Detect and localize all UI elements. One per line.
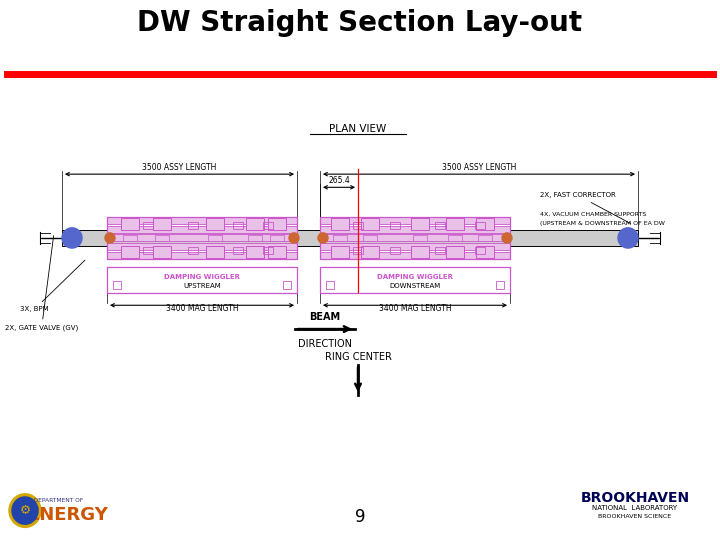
Bar bbox=[363, 235, 377, 241]
Bar bbox=[361, 218, 379, 230]
Text: DW Straight Section Lay-out: DW Straight Section Lay-out bbox=[138, 10, 582, 37]
Text: U.S. DEPARTMENT OF: U.S. DEPARTMENT OF bbox=[20, 497, 84, 503]
Text: BEAM: BEAM bbox=[310, 312, 341, 322]
Bar bbox=[326, 281, 334, 289]
Text: RING CENTER: RING CENTER bbox=[325, 353, 392, 362]
Bar bbox=[353, 222, 363, 229]
Text: 3500 ASSY LENGTH: 3500 ASSY LENGTH bbox=[143, 163, 217, 172]
Bar bbox=[320, 217, 510, 224]
Text: BROOKHAVEN: BROOKHAVEN bbox=[580, 491, 690, 505]
Bar bbox=[390, 222, 400, 229]
Bar bbox=[283, 281, 291, 289]
Bar bbox=[153, 218, 171, 230]
Bar bbox=[435, 222, 445, 229]
Text: 9: 9 bbox=[355, 508, 365, 526]
Bar bbox=[107, 217, 297, 224]
Bar bbox=[320, 252, 510, 259]
Bar bbox=[446, 246, 464, 258]
Bar bbox=[208, 235, 222, 241]
Text: BROOKHAVEN SCIENCE: BROOKHAVEN SCIENCE bbox=[598, 515, 672, 519]
Bar bbox=[475, 222, 485, 229]
Bar bbox=[143, 222, 153, 229]
Bar bbox=[246, 218, 264, 230]
Bar bbox=[268, 246, 286, 258]
Bar bbox=[206, 246, 224, 258]
Circle shape bbox=[318, 233, 328, 243]
Bar bbox=[320, 217, 510, 259]
Bar bbox=[107, 243, 297, 250]
Bar bbox=[478, 235, 492, 241]
Text: DAMPING WIGGLER: DAMPING WIGGLER bbox=[377, 274, 453, 280]
Text: (UPSTREAM & DOWNSTREAM OF EA DW: (UPSTREAM & DOWNSTREAM OF EA DW bbox=[540, 221, 665, 226]
Bar bbox=[270, 235, 284, 241]
Bar bbox=[496, 281, 504, 289]
Bar bbox=[333, 235, 347, 241]
Bar bbox=[320, 243, 510, 250]
Text: 2X, GATE VALVE (GV): 2X, GATE VALVE (GV) bbox=[5, 235, 78, 331]
Bar bbox=[62, 230, 638, 246]
Bar bbox=[263, 247, 273, 254]
Bar bbox=[413, 235, 427, 241]
Text: ENERGY: ENERGY bbox=[27, 506, 109, 524]
Bar bbox=[268, 218, 286, 230]
Bar bbox=[446, 218, 464, 230]
Bar bbox=[123, 235, 137, 241]
Bar bbox=[361, 246, 379, 258]
Text: ⚙: ⚙ bbox=[19, 504, 31, 517]
Circle shape bbox=[502, 233, 512, 243]
Bar bbox=[353, 247, 363, 254]
Bar bbox=[107, 252, 297, 259]
Circle shape bbox=[12, 497, 38, 524]
Bar bbox=[188, 247, 198, 254]
Text: 3400 MAG LENGTH: 3400 MAG LENGTH bbox=[379, 305, 451, 313]
Text: UPSTREAM: UPSTREAM bbox=[183, 283, 221, 289]
Text: 3X, BPM: 3X, BPM bbox=[20, 260, 85, 312]
Bar bbox=[121, 218, 139, 230]
Bar bbox=[411, 218, 429, 230]
Bar bbox=[448, 235, 462, 241]
Bar bbox=[188, 222, 198, 229]
Bar bbox=[121, 246, 139, 258]
Bar bbox=[107, 226, 297, 233]
Circle shape bbox=[62, 228, 82, 248]
Bar bbox=[248, 235, 262, 241]
Bar bbox=[476, 218, 494, 230]
Text: 265.4: 265.4 bbox=[328, 176, 350, 185]
Bar bbox=[390, 247, 400, 254]
Circle shape bbox=[105, 233, 115, 243]
Bar bbox=[107, 267, 297, 293]
Bar bbox=[113, 281, 121, 289]
Circle shape bbox=[9, 494, 41, 528]
Bar bbox=[107, 217, 297, 259]
Text: DIRECTION: DIRECTION bbox=[298, 339, 352, 349]
Bar bbox=[206, 218, 224, 230]
Bar bbox=[331, 218, 349, 230]
Bar bbox=[320, 226, 510, 233]
Bar bbox=[233, 222, 243, 229]
Bar bbox=[233, 247, 243, 254]
Bar bbox=[107, 234, 297, 241]
Bar bbox=[143, 247, 153, 254]
Bar bbox=[475, 247, 485, 254]
Bar bbox=[320, 267, 510, 293]
Bar bbox=[263, 222, 273, 229]
Text: 3500 ASSY LENGTH: 3500 ASSY LENGTH bbox=[442, 163, 516, 172]
Text: 2X, FAST CORRECTOR: 2X, FAST CORRECTOR bbox=[540, 192, 631, 224]
Circle shape bbox=[618, 228, 638, 248]
Text: DAMPING WIGGLER: DAMPING WIGGLER bbox=[164, 274, 240, 280]
Text: PLAN VIEW: PLAN VIEW bbox=[329, 124, 387, 134]
Bar bbox=[411, 246, 429, 258]
Bar bbox=[155, 235, 169, 241]
Bar bbox=[246, 246, 264, 258]
Circle shape bbox=[289, 233, 299, 243]
Bar bbox=[331, 246, 349, 258]
Bar bbox=[476, 246, 494, 258]
Text: NATIONAL  LABORATORY: NATIONAL LABORATORY bbox=[593, 505, 678, 511]
Bar bbox=[435, 247, 445, 254]
Text: 3400 MAG LENGTH: 3400 MAG LENGTH bbox=[166, 305, 238, 313]
Text: DOWNSTREAM: DOWNSTREAM bbox=[390, 283, 441, 289]
Text: 4X, VACUUM CHAMBER SUPPORTS: 4X, VACUUM CHAMBER SUPPORTS bbox=[540, 212, 647, 217]
Bar bbox=[320, 234, 510, 241]
Bar bbox=[153, 246, 171, 258]
